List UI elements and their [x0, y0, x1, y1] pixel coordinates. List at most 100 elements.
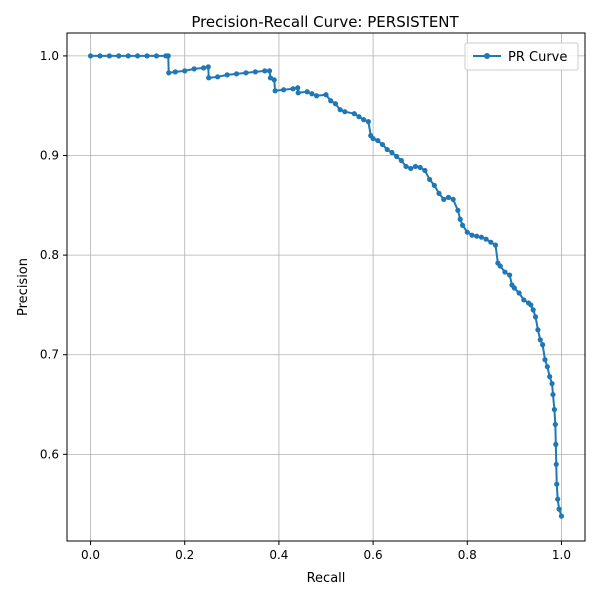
data-point [398, 157, 404, 164]
data-point [497, 263, 503, 269]
data-point [135, 53, 141, 59]
y-tick-label: 0.9 [40, 149, 59, 163]
data-point [233, 71, 240, 77]
data-point [144, 53, 150, 59]
data-point [431, 182, 437, 188]
data-point [530, 307, 536, 313]
x-axis-label: Recall [307, 571, 346, 586]
y-tick-label: 1.0 [40, 49, 59, 63]
data-point [323, 92, 329, 98]
y-tick-label: 0.8 [40, 248, 59, 262]
data-point [172, 69, 178, 75]
data-point [271, 77, 277, 83]
data-point [528, 302, 534, 308]
data-point [552, 421, 558, 428]
x-tick-label: 0.6 [364, 548, 383, 562]
data-point [266, 68, 273, 74]
data-point [337, 107, 343, 113]
data-point [469, 232, 475, 238]
data-point [459, 222, 466, 228]
data-point [328, 98, 334, 104]
plot-area-frame [66, 32, 586, 542]
legend-box [464, 42, 579, 71]
data-point [384, 146, 390, 153]
data-point [166, 70, 172, 76]
data-point [252, 69, 258, 75]
legend-marker-sample [484, 53, 490, 59]
data-point [290, 86, 296, 92]
y-tick-label: 0.6 [40, 447, 59, 461]
data-point [507, 272, 513, 278]
data-point [478, 234, 484, 240]
data-point [422, 167, 428, 174]
data-point [309, 91, 315, 97]
data-point [554, 481, 560, 487]
data-point [365, 119, 371, 125]
series-layer [87, 53, 565, 519]
data-point [262, 68, 268, 74]
data-point [544, 364, 550, 370]
data-point [445, 194, 452, 200]
data-point [542, 357, 548, 363]
x-tick-label: 0.4 [269, 548, 288, 562]
data-point [313, 93, 320, 99]
data-point [304, 89, 310, 95]
x-tick-label: 0.8 [458, 548, 477, 562]
data-point [295, 85, 301, 91]
data-point [553, 461, 559, 467]
chart-title: Precision-Recall Curve: PERSISTENT [191, 13, 459, 31]
data-point [537, 337, 543, 343]
data-point [342, 109, 348, 115]
data-point [403, 163, 409, 170]
data-point [191, 66, 197, 72]
data-point [535, 327, 541, 333]
data-point [379, 141, 386, 148]
data-point [97, 53, 103, 59]
data-point [516, 290, 522, 296]
data-point [224, 72, 230, 78]
data-point [455, 207, 461, 213]
data-point [295, 90, 301, 96]
data-point [492, 242, 499, 248]
data-point [361, 117, 367, 123]
x-tick-label: 0.2 [175, 548, 194, 562]
data-point [394, 153, 400, 160]
data-point [206, 75, 212, 81]
y-tick-label: 0.7 [40, 348, 59, 362]
data-point [205, 64, 211, 70]
data-point [558, 513, 565, 519]
x-tick-label: 1.0 [552, 548, 571, 562]
data-point [547, 374, 553, 380]
data-point [502, 269, 508, 275]
data-point [549, 381, 555, 387]
data-point [272, 88, 278, 94]
data-point [389, 149, 395, 156]
data-point [441, 196, 447, 202]
data-point [556, 506, 562, 512]
data-point [450, 196, 456, 202]
y-axis-label: Precision [16, 258, 31, 316]
data-point [87, 53, 94, 59]
data-point [182, 68, 188, 74]
legend-label: PR Curve [508, 50, 567, 65]
legend: PR Curve [464, 42, 579, 71]
data-point [125, 53, 131, 59]
data-point [436, 190, 442, 196]
data-point [488, 239, 494, 245]
data-point [553, 441, 559, 447]
series-line [90, 54, 563, 517]
data-point [332, 101, 339, 107]
data-point [408, 165, 414, 172]
data-point [427, 176, 433, 183]
data-point [412, 163, 419, 170]
data-point [457, 216, 463, 222]
x-tick-label: 0.0 [81, 548, 100, 562]
data-point [351, 111, 357, 117]
data-point [551, 406, 557, 413]
data-point [356, 114, 362, 120]
data-point [116, 53, 122, 59]
data-point [511, 285, 517, 291]
